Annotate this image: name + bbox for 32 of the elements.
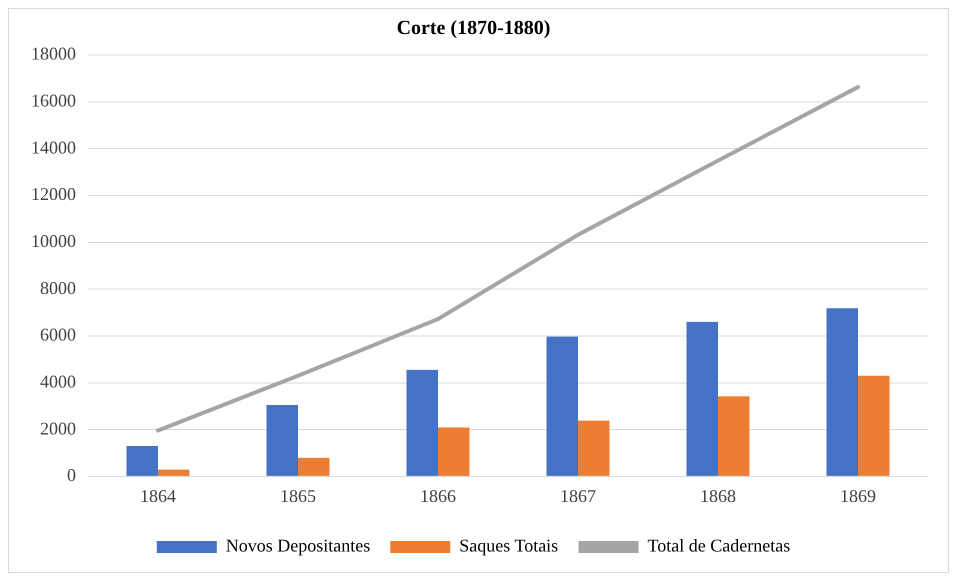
y-tick-label: 10000 [31, 231, 76, 252]
x-tick-label: 1866 [420, 486, 456, 506]
bar [406, 370, 438, 476]
bar [438, 427, 470, 476]
y-tick-label: 4000 [40, 371, 76, 392]
bar [298, 458, 330, 476]
y-tick-label: 18000 [31, 44, 76, 64]
bar [858, 376, 890, 476]
y-tick-label: 16000 [31, 90, 76, 111]
chart-title: Corte (1870-1880) [396, 17, 550, 40]
bar [578, 420, 610, 476]
x-tick-label: 1865 [280, 486, 316, 506]
legend-label: Total de Cadernetas [648, 536, 790, 556]
x-tick-label: 1869 [840, 486, 876, 506]
y-tick-label: 0 [67, 465, 76, 486]
y-tick-label: 8000 [40, 278, 76, 298]
y-tick-label: 2000 [40, 418, 76, 438]
bar [826, 308, 858, 476]
legend-label: Novos Depositantes [226, 536, 370, 556]
y-tick-label: 12000 [31, 184, 76, 204]
bar [718, 396, 750, 476]
x-tick-label: 1864 [140, 486, 176, 506]
bar [266, 404, 298, 476]
bar [686, 322, 718, 476]
y-tick-label: 6000 [40, 324, 76, 345]
y-tick-label: 14000 [31, 137, 76, 158]
legend-label: Saques Totais [459, 536, 558, 556]
x-tick-label: 1867 [560, 486, 596, 506]
x-tick-label: 1868 [700, 486, 736, 506]
bar [158, 470, 190, 476]
bar [546, 336, 578, 476]
bar [126, 446, 158, 476]
